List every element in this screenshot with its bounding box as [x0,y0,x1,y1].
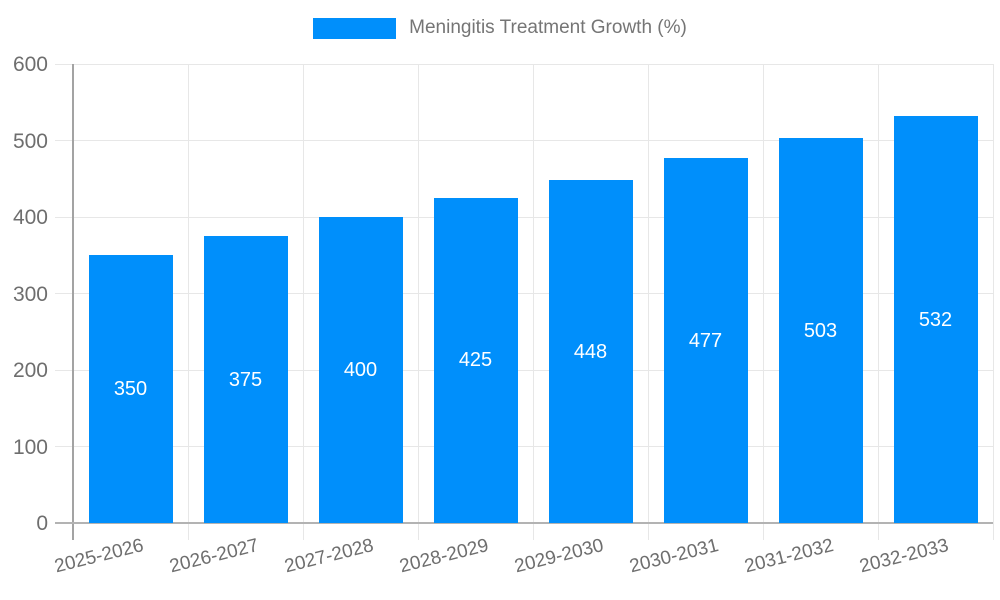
legend-item[interactable]: Meningitis Treatment Growth (%) [0,17,1000,39]
gridline-vertical [877,64,879,540]
gridline-vertical [187,64,189,540]
bar-value-label: 448 [573,340,608,363]
y-axis-tick-label: 300 [12,282,48,306]
gridline-vertical [417,64,419,540]
legend-swatch [313,17,397,39]
bar-value-label: 375 [228,368,263,391]
y-axis-line [72,64,74,540]
gridline-vertical [647,64,649,540]
bar[interactable] [893,116,978,523]
x-axis-line [55,522,993,524]
y-axis-tick-label: 600 [12,53,48,76]
gridline-vertical [762,64,764,540]
gridline-vertical [992,64,994,540]
bar[interactable] [433,197,518,523]
y-axis-tick [55,216,73,218]
y-axis-tick [55,446,73,447]
gridline-vertical [302,64,304,540]
bar-value-label: 477 [688,329,723,352]
bar[interactable] [318,217,403,523]
bar-value-label: 425 [458,349,493,372]
x-axis-tick-label: 2027-2028 [282,535,376,578]
x-axis-tick-label: 2031-2032 [742,535,836,578]
bar[interactable] [88,255,173,523]
bar[interactable] [663,158,748,523]
x-axis-tick-label: 2028-2029 [397,535,491,578]
x-axis-tick-label: 2029-2030 [512,535,606,578]
bar-value-label: 400 [343,359,378,381]
bar-value-label: 350 [113,378,148,401]
x-axis-tick-label: 2032-2033 [857,535,951,578]
y-axis-tick [55,140,73,141]
y-axis-tick-label: 100 [12,435,48,459]
y-axis-tick-label: 500 [12,129,48,153]
x-axis-tick-label: 2025-2026 [52,535,146,578]
y-axis-tick-label: 200 [12,359,48,382]
y-axis-tick-label: 400 [12,206,48,229]
gridline-vertical [532,64,534,540]
x-axis-tick-label: 2026-2027 [167,535,261,578]
legend-label: Meningitis Treatment Growth (%) [409,17,687,38]
bar-value-label: 532 [918,308,953,331]
bar[interactable] [203,236,288,523]
y-axis-tick [55,63,73,65]
y-axis-tick-label: 0 [36,512,48,535]
x-axis-tick-label: 2030-2031 [627,535,721,578]
bar-value-label: 503 [803,319,838,342]
y-axis-tick [55,369,73,371]
y-axis-tick [55,293,73,294]
bar[interactable] [548,180,633,523]
bar[interactable] [778,138,863,523]
